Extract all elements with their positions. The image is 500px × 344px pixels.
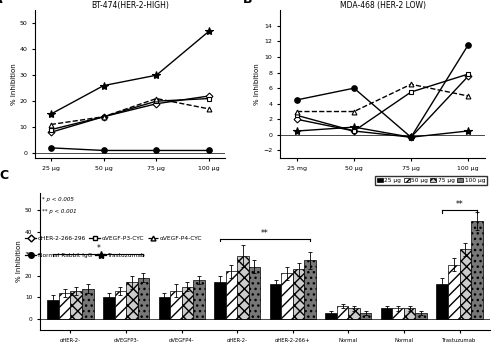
Bar (126, 282, 138, 319)
Bar (182, 287, 193, 319)
αVEGF-P4-CYC (100, 115, 106, 119)
Normal Rabbit IgG (100, 148, 106, 152)
Normal Rabbit IgG (294, 98, 300, 102)
Line: αHER-2-266-296: αHER-2-266-296 (294, 74, 470, 140)
αVEGF-P4-CYC (408, 82, 414, 86)
Bar (70, 291, 82, 319)
Bar (158, 298, 170, 319)
Trastuzumab (294, 129, 300, 133)
Text: *: * (96, 244, 100, 253)
Trastuzumab (351, 125, 357, 129)
αVEGF-P4-CYC (294, 109, 300, 114)
Normal Rabbit IgG (154, 148, 160, 152)
Line: αVEGF-P3-CYC: αVEGF-P3-CYC (48, 96, 211, 132)
Bar (337, 306, 348, 319)
αHER-2-266-296 (48, 130, 54, 135)
Bar (138, 278, 149, 319)
Bar (348, 309, 360, 319)
Bar (237, 256, 248, 319)
αVEGF-P4-CYC (351, 109, 357, 114)
Bar (471, 221, 482, 319)
αVEGF-P3-CYC (100, 115, 106, 119)
Bar (82, 289, 94, 319)
Trastuzumab (408, 135, 414, 139)
Bar (59, 293, 70, 319)
Trastuzumab (154, 73, 160, 77)
Bar (392, 309, 404, 319)
Y-axis label: % Inhibition: % Inhibition (254, 63, 260, 105)
αVEGF-P3-CYC (206, 96, 212, 100)
Text: B: B (243, 0, 252, 6)
Line: Normal Rabbit IgG: Normal Rabbit IgG (48, 145, 212, 153)
Line: Trastuzumab: Trastuzumab (293, 123, 472, 141)
αVEGF-P4-CYC (206, 107, 212, 111)
Bar (304, 260, 316, 319)
Trastuzumab (48, 112, 54, 116)
Legend: αHER-2-266-296, αVEGF-P3-CYC, αVEGF-P4-CYC: αHER-2-266-296, αVEGF-P3-CYC, αVEGF-P4-C… (23, 233, 204, 243)
Bar (293, 269, 304, 319)
Bar (448, 265, 460, 319)
αVEGF-P4-CYC (465, 94, 471, 98)
Normal Rabbit IgG (465, 43, 471, 47)
Title: MDA-468 (HER-2 LOW): MDA-468 (HER-2 LOW) (340, 1, 426, 10)
αVEGF-P4-CYC (154, 96, 160, 100)
αVEGF-P3-CYC (48, 128, 54, 132)
αHER-2-266-296 (465, 74, 471, 78)
Bar (460, 249, 471, 319)
Text: **: ** (456, 201, 464, 209)
Text: * p < 0.005: * p < 0.005 (42, 197, 74, 202)
Trastuzumab (206, 29, 212, 33)
Bar (214, 282, 226, 319)
Title: BT-474(HER-2-HIGH): BT-474(HER-2-HIGH) (91, 1, 169, 10)
Bar (282, 273, 293, 319)
Bar (170, 291, 181, 319)
Bar (436, 284, 448, 319)
Line: αVEGF-P4-CYC: αVEGF-P4-CYC (48, 96, 211, 127)
αVEGF-P3-CYC (408, 90, 414, 94)
Trastuzumab (100, 84, 106, 88)
Legend: 25 μg, 50 μg, 75 μg, 100 μg: 25 μg, 50 μg, 75 μg, 100 μg (375, 176, 487, 185)
Normal Rabbit IgG (351, 86, 357, 90)
Bar (404, 309, 415, 319)
Normal Rabbit IgG (408, 135, 414, 139)
Y-axis label: % Inhibition: % Inhibition (10, 63, 16, 105)
αVEGF-P3-CYC (351, 129, 357, 133)
Text: **: ** (261, 229, 269, 238)
Bar (326, 313, 337, 319)
Y-axis label: % Inhibition: % Inhibition (16, 240, 22, 282)
Normal Rabbit IgG (48, 146, 54, 150)
Line: αHER-2-266-296: αHER-2-266-296 (48, 94, 211, 135)
Bar (48, 300, 59, 319)
Trastuzumab (465, 129, 471, 133)
Text: A: A (0, 0, 3, 6)
Text: ** p < 0.001: ** p < 0.001 (42, 209, 77, 214)
Line: Normal Rabbit IgG: Normal Rabbit IgG (294, 43, 470, 140)
αHER-2-266-296 (408, 135, 414, 139)
Line: αVEGF-P4-CYC: αVEGF-P4-CYC (294, 82, 470, 114)
Bar (248, 267, 260, 319)
Line: Trastuzumab: Trastuzumab (46, 27, 213, 118)
Bar (416, 313, 427, 319)
Bar (226, 271, 237, 319)
αVEGF-P3-CYC (154, 99, 160, 103)
αHER-2-266-296 (294, 117, 300, 121)
Bar (114, 291, 126, 319)
αVEGF-P3-CYC (465, 72, 471, 76)
Bar (270, 284, 281, 319)
αHER-2-266-296 (154, 102, 160, 106)
αHER-2-266-296 (206, 94, 212, 98)
Bar (381, 309, 392, 319)
Line: αVEGF-P3-CYC: αVEGF-P3-CYC (294, 72, 470, 133)
αVEGF-P4-CYC (48, 122, 54, 127)
Normal Rabbit IgG (206, 148, 212, 152)
Bar (103, 298, 115, 319)
αVEGF-P3-CYC (294, 114, 300, 118)
Legend: Normal Rabbit IgG, Trastuzumab: Normal Rabbit IgG, Trastuzumab (23, 250, 148, 260)
αHER-2-266-296 (351, 129, 357, 133)
Text: C: C (0, 169, 8, 182)
Bar (360, 313, 372, 319)
αHER-2-266-296 (100, 115, 106, 119)
Bar (193, 280, 204, 319)
